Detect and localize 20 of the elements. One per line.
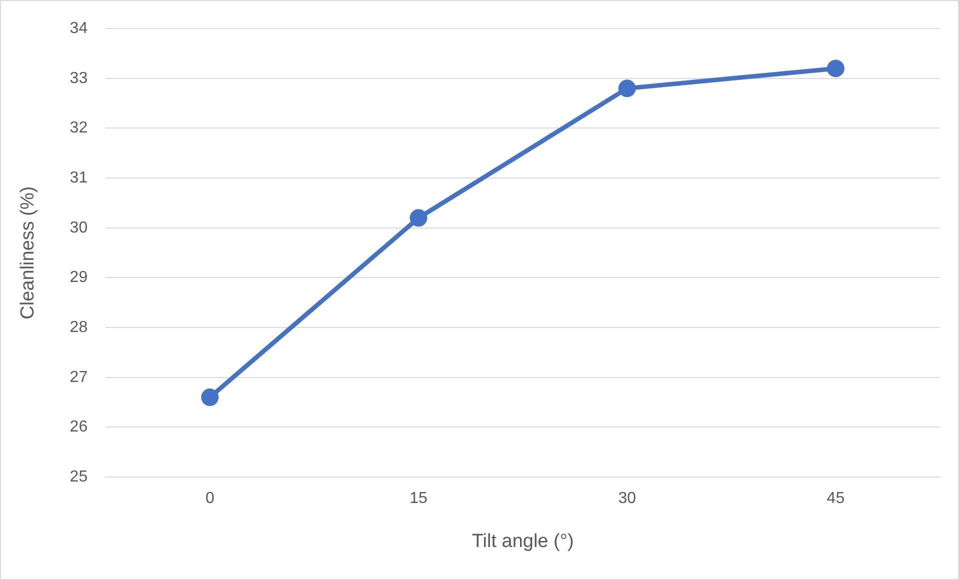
y-tick-label: 25	[70, 468, 88, 486]
x-tick-label: 0	[205, 490, 214, 508]
x-axis-title: Tilt angle (°)	[472, 530, 574, 552]
y-axis-title: Cleanliness (%)	[18, 186, 39, 320]
y-tick-label: 29	[70, 269, 88, 286]
y-tick-label: 26	[70, 418, 88, 436]
y-tick-label: 31	[70, 169, 88, 186]
point	[618, 80, 636, 98]
y-tick-label: 32	[70, 120, 88, 137]
y-tick-label: 28	[70, 318, 88, 336]
point	[201, 388, 219, 406]
y-tick-label: 33	[70, 70, 88, 87]
point	[410, 209, 428, 227]
x-tick-label: 45	[826, 490, 845, 508]
y-tick-label: 30	[70, 219, 88, 236]
y-tick-label: 34	[70, 20, 88, 38]
x-tick-label: 15	[410, 490, 428, 508]
point	[826, 60, 844, 78]
y-tick-label: 27	[70, 368, 88, 386]
x-tick-label: 30	[618, 490, 636, 508]
